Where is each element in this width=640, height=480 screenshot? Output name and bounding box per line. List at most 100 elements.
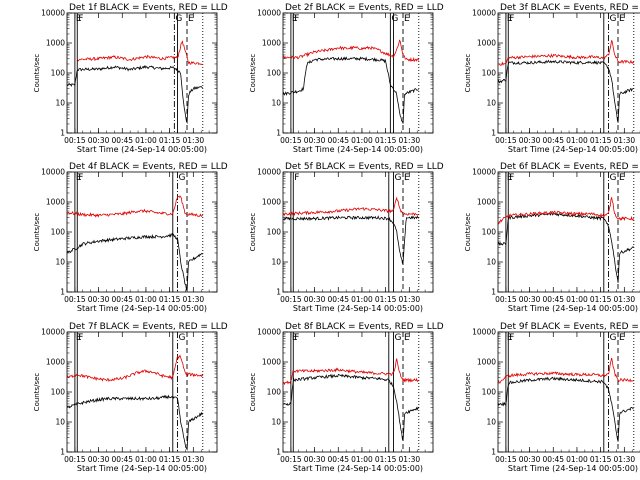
x-tick-label: 01:30: [399, 295, 421, 304]
x-tick-label: 00:45: [111, 295, 133, 304]
series-line-events: [497, 59, 634, 123]
y-axis-label: Counts/sec: [33, 213, 41, 252]
x-axis-label: Start Time (24-Sep-14 00:05:00): [508, 464, 638, 473]
panel-title: Det 2f BLACK = Events, RED = LLD: [285, 3, 444, 13]
event-marker-label: F: [78, 14, 83, 24]
event-marker-label: F: [294, 173, 299, 183]
y-tick-label: 100: [51, 69, 66, 78]
plot-frame: [66, 171, 218, 293]
panel-title: Det 8f BLACK = Events, RED = LLD: [285, 322, 444, 332]
y-tick-label: 100: [482, 388, 497, 397]
x-tick-label: 01:00: [566, 295, 588, 304]
x-tick-label: 01:15: [590, 295, 612, 304]
y-tick-label: 10000: [257, 9, 281, 18]
x-tick-label: 00:30: [519, 136, 541, 145]
x-tick-label: 01:15: [590, 136, 612, 145]
x-tick-label: 00:45: [111, 455, 133, 464]
x-tick-label: 00:15: [495, 136, 517, 145]
series-line-events: [282, 215, 419, 264]
event-marker-label: F: [294, 333, 299, 343]
y-tick-label: 100: [482, 228, 497, 237]
panel-title: Det 7f BLACK = Events, RED = LLD: [69, 322, 228, 332]
y-tick-label: 1: [60, 448, 65, 457]
event-marker-label: F: [294, 14, 299, 24]
y-tick-label: 1000: [477, 198, 496, 207]
y-tick-label: 1000: [262, 358, 281, 367]
panel-title: Det 3f BLACK = Events, RED = LLD: [500, 3, 640, 13]
y-tick-label: 10000: [41, 9, 65, 18]
event-marker-label: E: [507, 333, 513, 343]
x-tick-label: 00:45: [327, 136, 349, 145]
y-tick-label: 1: [491, 448, 496, 457]
x-tick-label: 00:45: [111, 136, 133, 145]
y-tick-label: 1: [491, 129, 496, 138]
x-tick-label: 00:30: [304, 455, 326, 464]
event-marker-label: G: [179, 173, 186, 183]
series-line-events: [66, 394, 204, 451]
y-axis-label: Counts/sec: [464, 373, 472, 412]
x-axis-label: Start Time (24-Sep-14 00:05:00): [77, 145, 207, 154]
y-tick-label: 1000: [262, 198, 281, 207]
event-marker-label: E: [507, 173, 513, 183]
x-axis-label: Start Time (24-Sep-14 00:05:00): [508, 145, 638, 154]
x-tick-label: 01:00: [351, 295, 373, 304]
series-line-events: [66, 65, 203, 125]
y-tick-label: 100: [267, 388, 282, 397]
event-marker-label: G: [610, 14, 617, 24]
event-marker-label: G: [179, 333, 186, 343]
y-tick-label: 10: [271, 99, 281, 108]
event-marker-label: E: [404, 333, 410, 343]
x-tick-label: 00:45: [327, 295, 349, 304]
x-axis-label: Start Time (24-Sep-14 00:05:00): [77, 464, 207, 473]
x-tick-label: 01:30: [183, 136, 205, 145]
event-marker-label: E: [507, 14, 513, 24]
y-tick-label: 10000: [41, 328, 65, 337]
x-tick-label: 01:00: [135, 455, 157, 464]
y-tick-label: 100: [482, 69, 497, 78]
y-tick-label: 10: [271, 258, 281, 267]
y-tick-label: 1: [276, 288, 281, 297]
x-tick-label: 00:15: [64, 455, 86, 464]
y-axis-label: Counts/sec: [464, 213, 472, 252]
y-axis-label: Counts/sec: [33, 373, 41, 412]
y-tick-label: 1000: [46, 198, 65, 207]
x-tick-label: 00:15: [495, 295, 517, 304]
x-tick-label: 01:15: [159, 295, 181, 304]
y-tick-label: 100: [51, 228, 66, 237]
x-tick-label: 01:15: [590, 455, 612, 464]
y-axis-label: Counts/sec: [249, 54, 257, 93]
panel-title: Det 6f BLACK = Events, RED = LLD: [500, 162, 640, 172]
event-marker-label: E: [619, 173, 625, 183]
event-marker-label: G: [610, 333, 617, 343]
y-tick-label: 10: [486, 99, 496, 108]
x-tick-label: 01:00: [135, 136, 157, 145]
y-tick-label: 1000: [46, 39, 65, 48]
panel-det-1: Det 1f BLACK = Events, RED = LLD 1 10 100 10…: [33, 3, 228, 154]
x-tick-label: 01:15: [375, 295, 397, 304]
plot-frame: [282, 331, 434, 453]
panel-det-8: Det 8f BLACK = Events, RED = LLD 1 10 100 10…: [249, 322, 444, 473]
x-tick-label: 01:00: [351, 455, 373, 464]
x-tick-label: 01:15: [375, 136, 397, 145]
x-tick-label: 01:00: [566, 136, 588, 145]
x-axis-label: Start Time (24-Sep-14 00:05:00): [293, 464, 423, 473]
x-axis-label: Start Time (24-Sep-14 00:05:00): [508, 304, 638, 313]
y-tick-label: 1: [491, 288, 496, 297]
y-tick-label: 10000: [257, 328, 281, 337]
y-tick-label: 100: [267, 69, 282, 78]
y-axis-label: Counts/sec: [249, 373, 257, 412]
x-tick-label: 01:15: [159, 455, 181, 464]
y-tick-label: 1: [60, 288, 65, 297]
y-tick-label: 1: [276, 129, 281, 138]
series-line-events: [497, 376, 634, 442]
series-line-lld: [497, 40, 635, 66]
event-marker-label: E: [619, 14, 625, 24]
panel-title: Det 5f BLACK = Events, RED = LLD: [285, 162, 444, 172]
y-tick-label: 10000: [472, 328, 496, 337]
series-line-events: [282, 56, 419, 124]
event-marker-label: G: [391, 14, 398, 24]
series-line-events: [66, 232, 203, 292]
x-tick-label: 00:15: [280, 136, 302, 145]
series-line-events: [497, 212, 635, 283]
x-tick-label: 01:15: [375, 455, 397, 464]
